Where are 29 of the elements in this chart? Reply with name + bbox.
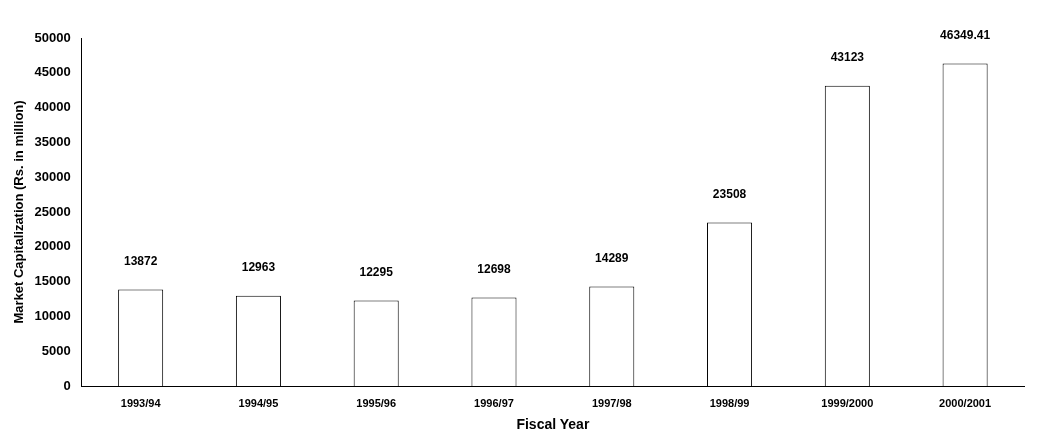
data-label: 13872 [123, 253, 158, 268]
y-tick-label: 40000 [34, 99, 71, 115]
y-tick-label: 45000 [34, 64, 71, 80]
data-label: 46349.41 [940, 27, 991, 42]
x-tick-label: 1996/97 [474, 396, 514, 409]
x-tick-label: 1995/96 [356, 396, 397, 409]
y-tick-label: 10000 [34, 307, 71, 323]
x-tick-label: 1993/94 [120, 396, 162, 409]
data-label: 12963 [241, 260, 276, 275]
data-label: 12295 [359, 264, 394, 279]
y-tick-label: 0 [63, 377, 71, 393]
x-tick-label: 1998/99 [709, 396, 750, 409]
x-tick-label: 2000/2001 [939, 396, 992, 409]
x-tick-label: 1997/98 [591, 396, 632, 409]
data-label: 43123 [830, 50, 865, 65]
data-label: 14289 [595, 250, 629, 265]
y-tick-label: 15000 [34, 273, 71, 289]
y-axis-title: Market Capitalization (Rs. in million) [11, 100, 27, 324]
data-label: 23508 [712, 186, 747, 201]
x-tick-label: 1994/95 [238, 396, 279, 409]
y-tick-label: 25000 [34, 203, 71, 219]
y-tick-label: 50000 [34, 29, 71, 45]
x-axis-title: Fiscal Year [516, 416, 590, 433]
x-tick-label: 1999/2000 [821, 396, 874, 409]
y-tick-label: 35000 [34, 133, 71, 149]
y-tick-label: 5000 [41, 342, 71, 358]
y-tick-label: 30000 [34, 168, 71, 184]
data-label: 12698 [477, 261, 511, 276]
y-tick-label: 20000 [34, 238, 71, 254]
